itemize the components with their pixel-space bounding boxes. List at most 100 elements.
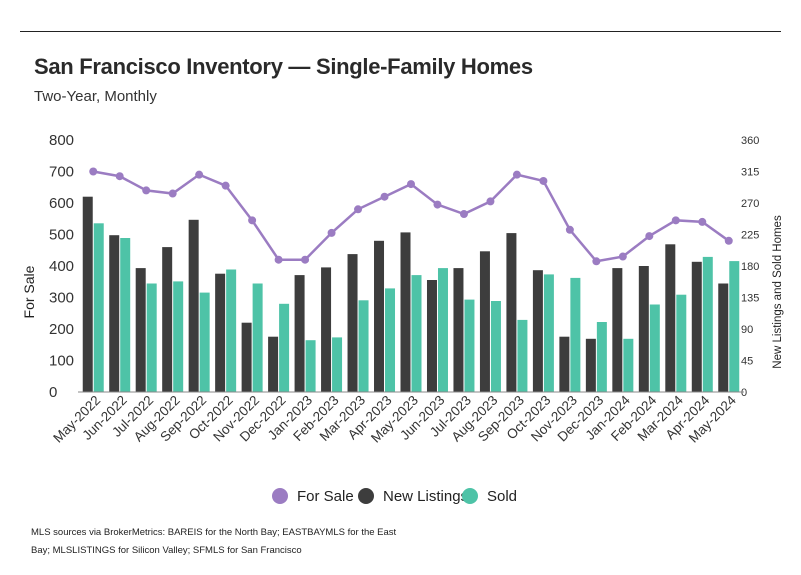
point-for-sale	[195, 170, 204, 179]
bar-sold	[570, 277, 581, 392]
chart-title: San Francisco Inventory — Single-Family …	[34, 54, 533, 79]
right-axis-tick-label: 0	[741, 387, 747, 399]
bar-new-listings	[691, 261, 702, 392]
bar-sold	[279, 303, 290, 392]
left-axis-label: For Sale	[21, 265, 37, 318]
bar-sold	[173, 281, 184, 392]
point-for-sale	[724, 236, 733, 245]
bar-new-listings	[82, 196, 93, 392]
bar-sold	[252, 283, 263, 392]
right-axis-label: New Listings and Sold Homes	[772, 215, 784, 369]
legend-label: For Sale	[297, 488, 354, 505]
left-axis-tick-label: 100	[49, 353, 74, 370]
bar-sold	[358, 300, 369, 392]
bar-new-listings	[453, 268, 464, 392]
bar-sold	[411, 275, 422, 392]
chart-frame	[20, 31, 781, 565]
legend-swatch	[462, 488, 478, 504]
bar-new-listings	[162, 247, 173, 392]
chart-subtitle: Two-Year, Monthly	[34, 88, 157, 105]
bar-sold	[490, 301, 501, 392]
left-axis-tick-label: 500	[49, 227, 74, 244]
bar-new-listings	[321, 267, 332, 392]
point-for-sale	[142, 186, 151, 195]
bar-sold	[120, 238, 131, 392]
point-for-sale	[168, 189, 177, 198]
left-axis-tick-label: 200	[49, 321, 74, 338]
bar-sold	[305, 340, 316, 392]
right-axis-tick-label: 270	[741, 198, 759, 210]
point-for-sale	[565, 225, 574, 234]
bar-sold	[517, 319, 528, 392]
bar-sold	[146, 283, 157, 392]
legend-swatch	[272, 488, 288, 504]
point-for-sale	[354, 205, 363, 214]
point-for-sale	[645, 232, 654, 241]
bar-new-listings	[426, 280, 437, 392]
legend-label: Sold	[487, 488, 517, 505]
left-axis-tick-label: 700	[49, 164, 74, 181]
bar-new-listings	[638, 266, 649, 392]
point-for-sale	[698, 217, 707, 226]
bar-new-listings	[559, 336, 570, 392]
point-for-sale	[89, 167, 98, 176]
point-for-sale	[407, 180, 415, 189]
left-axis-tick-label: 800	[49, 132, 74, 149]
bar-new-listings	[268, 336, 279, 392]
point-for-sale	[459, 210, 468, 219]
bar-sold	[649, 304, 660, 392]
bar-new-listings	[347, 254, 358, 392]
bar-new-listings	[188, 219, 199, 392]
bar-new-listings	[718, 283, 729, 392]
point-for-sale	[618, 252, 627, 261]
bar-sold	[332, 337, 343, 392]
point-for-sale	[592, 257, 601, 266]
bar-new-listings	[294, 275, 305, 392]
point-for-sale	[248, 216, 257, 225]
bar-new-listings	[109, 235, 120, 392]
bar-sold	[226, 269, 237, 392]
bar-sold	[437, 268, 448, 392]
right-axis-tick-label: 90	[741, 324, 753, 336]
bar-new-listings	[135, 268, 146, 392]
bar-sold	[93, 223, 104, 392]
point-for-sale	[433, 200, 442, 209]
bar-new-listings	[585, 338, 596, 392]
bar-new-listings	[612, 268, 623, 392]
point-for-sale	[115, 172, 124, 181]
right-axis-tick-label: 225	[741, 230, 759, 242]
left-axis-tick-label: 300	[49, 290, 74, 307]
right-axis-tick-label: 45	[741, 356, 753, 368]
right-axis-tick-label: 315	[741, 167, 759, 179]
legend-label: New Listings	[383, 488, 468, 505]
right-axis-tick-label: 135	[741, 293, 759, 305]
bar-new-listings	[506, 233, 517, 392]
bar-new-listings	[215, 273, 226, 392]
bar-new-listings	[374, 240, 385, 392]
point-for-sale	[512, 170, 521, 179]
point-for-sale	[301, 255, 310, 264]
point-for-sale	[539, 176, 548, 185]
point-for-sale	[274, 255, 283, 264]
bar-new-listings	[400, 232, 411, 392]
bar-new-listings	[532, 270, 543, 392]
point-for-sale	[380, 192, 389, 201]
footer-line-1: MLS sources via BrokerMetrics: BAREIS fo…	[31, 527, 397, 538]
point-for-sale	[327, 228, 336, 237]
footer-line-2: Bay; MLSLISTINGS for Silicon Valley; SFM…	[31, 545, 302, 556]
point-for-sale	[671, 216, 680, 225]
bar-sold	[385, 288, 396, 392]
right-axis-tick-label: 180	[741, 261, 759, 273]
bar-new-listings	[241, 322, 252, 392]
bar-sold	[199, 292, 210, 392]
left-axis-tick-label: 600	[49, 195, 74, 212]
bar-sold	[623, 338, 634, 392]
left-axis-tick-label: 0	[49, 384, 57, 401]
bar-sold	[702, 256, 713, 392]
bar-sold	[543, 274, 554, 392]
bar-new-listings	[479, 251, 490, 392]
bar-sold	[676, 294, 687, 392]
legend-swatch	[358, 488, 374, 504]
right-axis-tick-label: 360	[741, 135, 759, 147]
